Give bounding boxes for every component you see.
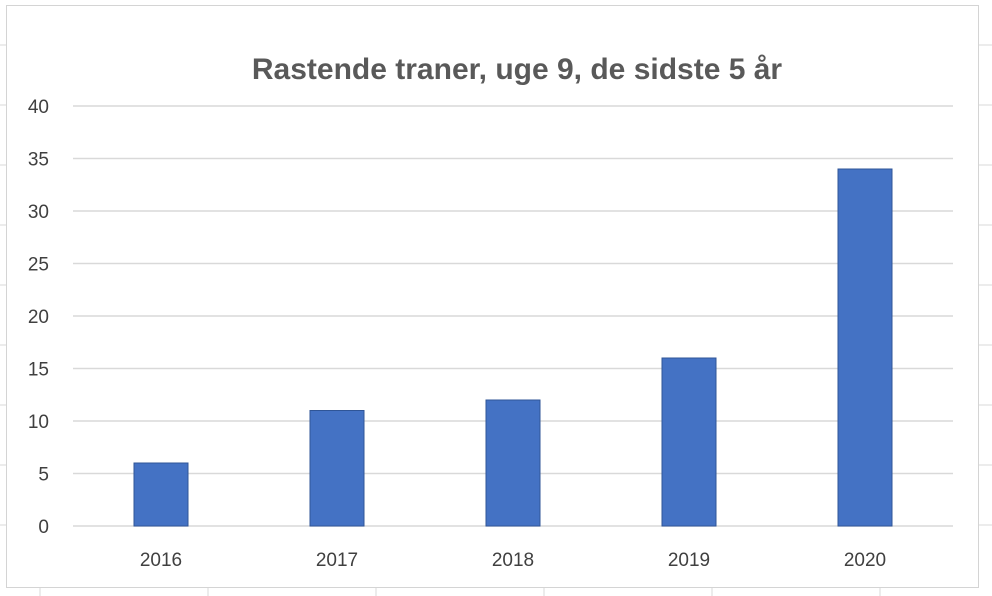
bars — [133, 168, 893, 527]
y-tick-label: 5 — [38, 465, 49, 486]
x-tick-label: 2020 — [844, 550, 886, 571]
y-tick-label: 15 — [28, 360, 49, 381]
x-axis-ticks: 2016 2017 2018 2019 2020 — [140, 550, 886, 571]
y-tick-label: 35 — [28, 150, 49, 171]
bar-2016[interactable] — [133, 462, 189, 527]
x-tick-label: 2018 — [492, 550, 534, 571]
x-tick-label: 2019 — [668, 550, 710, 571]
y-axis-ticks: 0 5 10 15 20 25 30 35 40 — [28, 97, 49, 538]
chart-area[interactable]: Rastende traner, uge 9, de sidste 5 år 0… — [6, 5, 979, 588]
y-tick-label: 40 — [28, 97, 49, 118]
x-tick-label: 2016 — [140, 550, 182, 571]
y-tick-label: 25 — [28, 255, 49, 276]
bar-2017[interactable] — [309, 410, 365, 527]
bar-chart: Rastende traner, uge 9, de sidste 5 år 0… — [28, 53, 953, 571]
y-tick-label: 0 — [38, 517, 49, 538]
x-tick-label: 2017 — [316, 550, 358, 571]
y-tick-label: 10 — [28, 412, 49, 433]
bar-2019[interactable] — [661, 357, 717, 527]
bar-2018[interactable] — [485, 399, 541, 527]
y-tick-label: 20 — [28, 307, 49, 328]
y-tick-label: 30 — [28, 202, 49, 223]
bar-2020[interactable] — [837, 168, 893, 527]
chart-title: Rastende traner, uge 9, de sidste 5 år — [252, 53, 783, 86]
